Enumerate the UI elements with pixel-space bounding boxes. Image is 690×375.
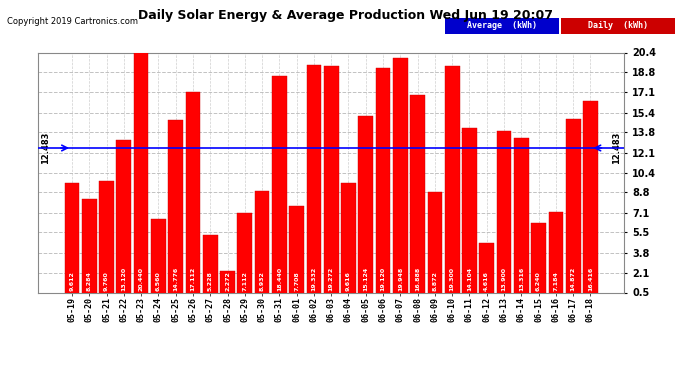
Text: 7.112: 7.112 [242, 271, 247, 291]
Text: 8.284: 8.284 [87, 271, 92, 291]
Text: Daily Solar Energy & Average Production Wed Jun 19 20:07: Daily Solar Energy & Average Production … [137, 9, 553, 22]
Bar [583, 100, 598, 298]
Bar [375, 68, 391, 298]
Text: 13.120: 13.120 [121, 267, 126, 291]
Bar [203, 236, 217, 298]
Text: 20.440: 20.440 [139, 267, 144, 291]
Bar [237, 213, 252, 298]
Text: Copyright 2019 Cartronics.com: Copyright 2019 Cartronics.com [7, 17, 138, 26]
Bar [445, 66, 460, 298]
Text: 4.616: 4.616 [484, 271, 489, 291]
Text: 8.932: 8.932 [259, 271, 264, 291]
Bar [186, 92, 200, 298]
Text: 14.104: 14.104 [467, 267, 472, 291]
Text: 18.440: 18.440 [277, 267, 282, 291]
Text: 7.184: 7.184 [553, 271, 558, 291]
Bar [117, 140, 131, 298]
Text: 19.300: 19.300 [450, 267, 455, 291]
Bar [306, 65, 322, 298]
Text: 16.416: 16.416 [588, 267, 593, 291]
Bar [168, 120, 183, 298]
Bar [497, 131, 511, 298]
Text: Daily  (kWh): Daily (kWh) [589, 21, 648, 30]
Text: 19.332: 19.332 [311, 267, 317, 291]
Text: 16.888: 16.888 [415, 267, 420, 291]
Bar [549, 212, 563, 298]
Bar [566, 119, 580, 298]
Text: 14.872: 14.872 [571, 267, 575, 291]
Text: 6.560: 6.560 [156, 271, 161, 291]
Bar [393, 58, 408, 298]
Bar [324, 66, 339, 298]
Text: 5.228: 5.228 [208, 271, 213, 291]
Text: 19.120: 19.120 [381, 267, 386, 291]
Bar [480, 243, 494, 298]
Bar [531, 223, 546, 298]
Bar [82, 199, 97, 298]
Text: 9.616: 9.616 [346, 271, 351, 291]
Bar [514, 138, 529, 298]
Text: 17.112: 17.112 [190, 267, 195, 291]
Bar [65, 183, 79, 298]
Text: 8.872: 8.872 [433, 271, 437, 291]
Text: 9.612: 9.612 [70, 271, 75, 291]
Text: 19.272: 19.272 [328, 267, 334, 291]
Text: 9.760: 9.760 [104, 271, 109, 291]
Text: 19.948: 19.948 [398, 267, 403, 291]
Bar [272, 76, 287, 298]
Text: 6.240: 6.240 [536, 271, 541, 291]
Bar [255, 191, 269, 298]
Text: 15.124: 15.124 [363, 267, 368, 291]
Bar [220, 271, 235, 298]
Bar [462, 128, 477, 298]
Text: 2.272: 2.272 [225, 271, 230, 291]
Text: 12.483: 12.483 [41, 132, 50, 164]
Text: 12.483: 12.483 [612, 132, 621, 164]
Text: 13.900: 13.900 [502, 267, 506, 291]
Text: 7.708: 7.708 [294, 271, 299, 291]
Bar [428, 192, 442, 298]
Bar [151, 219, 166, 298]
Text: 13.316: 13.316 [519, 267, 524, 291]
Bar [411, 95, 425, 298]
Bar [341, 183, 356, 298]
Text: 14.776: 14.776 [173, 267, 178, 291]
Bar [289, 206, 304, 298]
Bar [134, 52, 148, 298]
Bar [99, 181, 114, 298]
Text: Average  (kWh): Average (kWh) [467, 21, 538, 30]
Bar [358, 116, 373, 298]
